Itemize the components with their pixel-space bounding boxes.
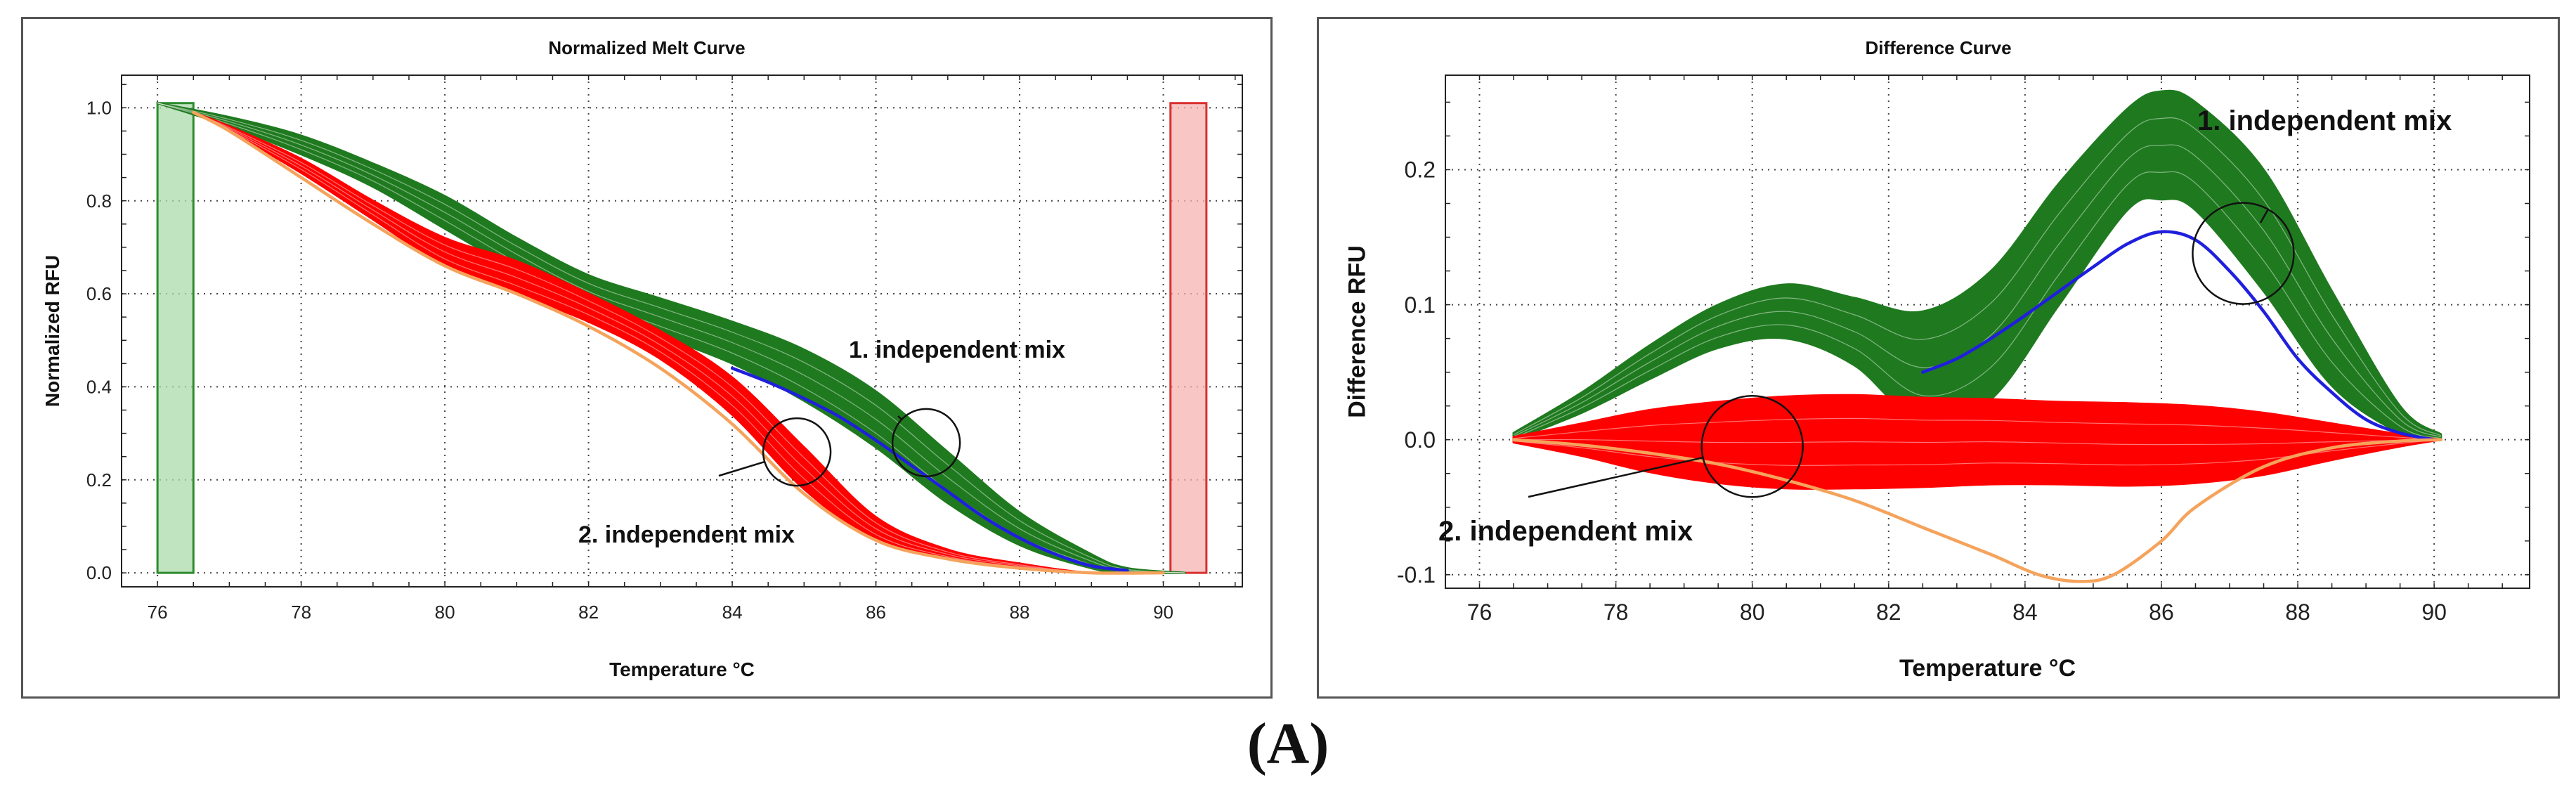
red-trace-line [193, 112, 1164, 574]
y-tick-label: 0.8 [86, 190, 112, 212]
y-tick-label: 0.6 [86, 283, 112, 304]
y-axis-label: Difference RFU [1344, 245, 1371, 418]
x-tick-label: 86 [866, 602, 886, 623]
blue-curve [1921, 230, 2436, 441]
green-trace-line [157, 103, 1185, 573]
x-tick-label: 78 [291, 602, 311, 623]
right-chart-title: Difference Curve [1865, 37, 2012, 58]
annotation-leader-line [1528, 456, 1703, 498]
red-trace-line [1513, 417, 2441, 441]
annotation-leader-line [718, 460, 765, 477]
y-tick-label: 0.2 [86, 469, 112, 491]
green-curve-band [1512, 89, 2442, 441]
y-tick-label: 0.0 [1405, 427, 1436, 453]
annotation-label: 1. independent mix [849, 337, 1065, 363]
difference-curve-plot: 76 78 80 82 84 86 88 90 -0.1 0.0 0.1 0.2 Temperature… [1344, 74, 2530, 682]
annotation-label: 2. independent mix [578, 521, 795, 548]
red-trace-line [1513, 439, 2441, 446]
green-trace-line [1513, 117, 2442, 436]
x-tick-label: 82 [578, 602, 599, 623]
pre-melt-band [156, 102, 195, 574]
red-trace-line [193, 112, 1164, 574]
y-tick-label: 0.1 [1405, 292, 1436, 318]
x-tick-label: 88 [1010, 602, 1030, 623]
x-tick-label: 90 [1153, 602, 1173, 623]
x-tick-label: 80 [1740, 599, 1765, 625]
y-axis-label: Normalized RFU [41, 255, 63, 407]
x-tick-label: 76 [1467, 599, 1492, 625]
y-tick-label: 0.2 [1405, 157, 1436, 183]
annotation-leader-line [897, 415, 903, 420]
annotation-leader-line [2259, 209, 2269, 223]
annotation-label: 1. independent mix [2197, 105, 2452, 136]
x-axis-label: Temperature °C [1899, 655, 2076, 682]
x-tick-label: 84 [2012, 599, 2038, 625]
normalized-melt-curve-panel: Normalized Melt Curve 76 78 80 82 84 86 88 90 0.… [21, 17, 1273, 699]
y-tick-label: 0.4 [86, 377, 112, 398]
x-tick-label: 76 [148, 602, 168, 623]
annotation-circle [2192, 202, 2295, 305]
figure-label: (A) [1247, 711, 1329, 777]
x-tick-label: 88 [2285, 599, 2310, 625]
green-trace-line [1513, 171, 2441, 439]
x-tick-label: 86 [2149, 599, 2174, 625]
y-tick-label: -0.1 [1397, 562, 1436, 588]
annotation-circle [762, 417, 832, 487]
normalized-melt-curve-plot: 76 78 80 82 84 86 88 90 0.0 0.2 0.4 0.6 0.8 1.0 Temper… [41, 74, 1243, 680]
blue-curve [730, 366, 1129, 573]
green-trace-line [1513, 144, 2442, 438]
left-chart-title: Normalized Melt Curve [548, 37, 746, 58]
annotation-circle [891, 408, 961, 478]
green-trace-line [157, 103, 1185, 573]
x-tick-label: 90 [2421, 599, 2447, 625]
y-tick-label: 1.0 [86, 97, 112, 118]
x-tick-label: 84 [722, 602, 743, 623]
difference-curve-panel: Difference Curve 76 78 80 82 84 86 88 90 -0.1 0.0… [1317, 17, 2560, 699]
x-tick-label: 82 [1876, 599, 1901, 625]
orange-curve [191, 110, 1165, 575]
annotation-label: 2. independent mix [1438, 516, 1693, 547]
y-tick-label: 0.0 [86, 562, 112, 583]
post-melt-band [1169, 102, 1208, 574]
x-tick-label: 78 [1604, 599, 1629, 625]
x-axis-label: Temperature °C [609, 659, 755, 680]
annotation-circle [1700, 395, 1804, 498]
x-tick-label: 80 [435, 602, 455, 623]
